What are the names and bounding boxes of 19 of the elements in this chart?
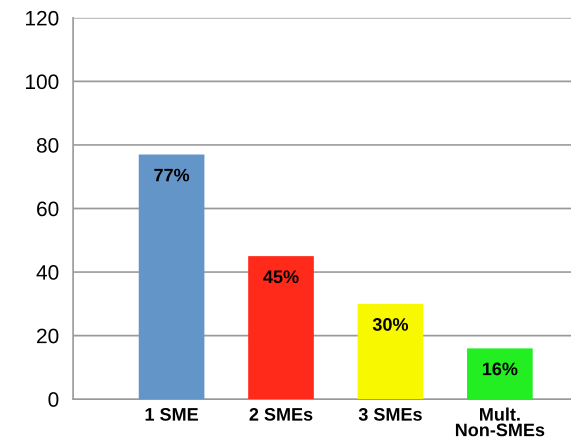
bar: [248, 256, 314, 400]
data-label: 45%: [263, 270, 299, 284]
x-tick-label: 3 SMEs: [358, 408, 422, 421]
bar: [138, 154, 204, 400]
y-tick-label: 40: [36, 265, 58, 280]
y-tick-label: 20: [37, 328, 58, 344]
y-tick-label: 100: [26, 74, 58, 90]
x-tick-label: 2 SMEs: [250, 408, 312, 421]
x-tick-label: 1 SME: [146, 408, 198, 421]
bar: [467, 348, 533, 400]
bar: [358, 304, 424, 400]
data-label: 30%: [372, 318, 408, 331]
y-tick-label: 120: [26, 10, 58, 26]
y-tick-label: 60: [37, 202, 58, 216]
x-tick-label: Mult. Non-SMEs: [456, 408, 544, 436]
data-label: 16%: [482, 362, 518, 376]
data-label: 77%: [154, 168, 190, 182]
y-tick-label: 0: [48, 392, 58, 407]
y-tick-label: 80: [36, 138, 58, 153]
